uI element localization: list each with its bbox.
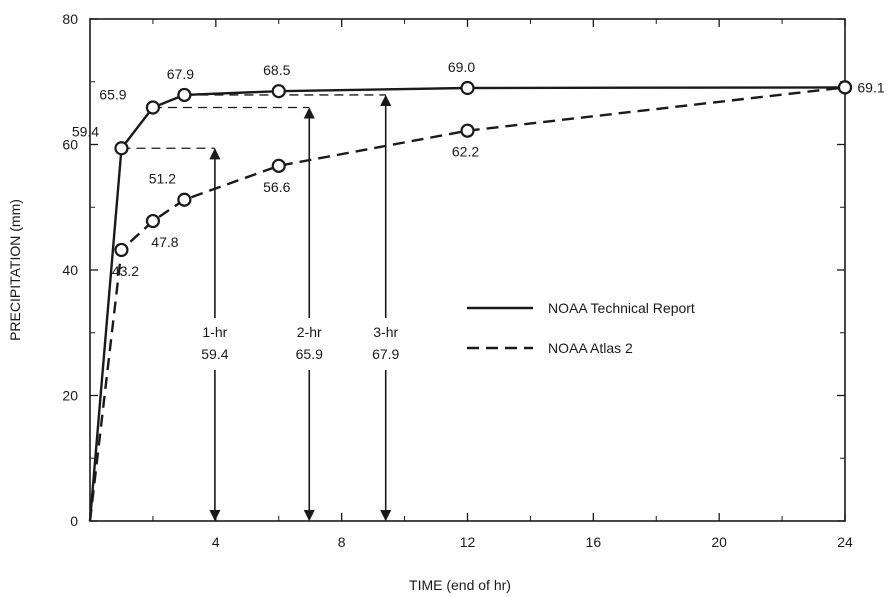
y-tick-label: 60 bbox=[62, 137, 78, 153]
data-point-marker bbox=[145, 213, 161, 229]
data-label: 43.2 bbox=[112, 263, 139, 279]
annotation-duration-label: 1-hr bbox=[202, 324, 227, 340]
y-tick-label: 40 bbox=[62, 262, 78, 278]
y-tick-label: 80 bbox=[62, 11, 78, 27]
annotation-label-background bbox=[285, 318, 334, 370]
legend-label: NOAA Technical Report bbox=[548, 300, 695, 316]
annotation-label-background bbox=[190, 318, 239, 370]
data-point-marker bbox=[460, 123, 475, 138]
annotation-duration-label: 2-hr bbox=[297, 324, 322, 340]
data-point-marker bbox=[114, 141, 129, 156]
data-label: 67.9 bbox=[167, 66, 194, 82]
data-label: 69.0 bbox=[448, 59, 475, 75]
annotation-value-label: 67.9 bbox=[372, 346, 399, 362]
data-point-marker bbox=[460, 80, 475, 96]
x-tick-label: 24 bbox=[837, 534, 853, 550]
data-point-marker bbox=[177, 192, 192, 207]
x-tick-label: 20 bbox=[711, 534, 727, 550]
data-point-marker bbox=[177, 87, 192, 103]
data-label: 65.9 bbox=[99, 86, 126, 102]
annotation-value-label: 59.4 bbox=[201, 346, 228, 362]
data-label: 59.4 bbox=[72, 123, 99, 139]
annotation-duration-label: 3-hr bbox=[373, 324, 398, 340]
data-label: 51.2 bbox=[149, 171, 176, 187]
x-tick-label: 8 bbox=[338, 534, 346, 550]
data-label: 68.5 bbox=[263, 62, 290, 78]
y-tick-label: 0 bbox=[70, 513, 78, 529]
legend-label: NOAA Atlas 2 bbox=[548, 340, 633, 356]
data-label: 56.6 bbox=[263, 179, 290, 195]
data-point-marker bbox=[271, 84, 286, 99]
y-tick-label: 20 bbox=[62, 388, 78, 404]
data-label: 47.8 bbox=[151, 234, 178, 250]
annotation-label-background bbox=[361, 318, 410, 370]
x-axis-title: TIME (end of hr) bbox=[409, 577, 511, 593]
annotation-value-label: 65.9 bbox=[296, 346, 323, 362]
data-point-marker bbox=[837, 80, 853, 95]
data-label: 69.1 bbox=[857, 79, 884, 95]
x-tick-label: 12 bbox=[460, 534, 476, 550]
x-tick-label: 4 bbox=[212, 534, 220, 550]
y-axis-title: PRECIPITATION (mm) bbox=[7, 199, 23, 341]
data-point-marker bbox=[114, 242, 129, 258]
data-point-marker bbox=[145, 100, 161, 115]
data-point-marker bbox=[271, 158, 286, 173]
data-label: 62.2 bbox=[452, 144, 479, 160]
x-tick-label: 16 bbox=[586, 534, 602, 550]
